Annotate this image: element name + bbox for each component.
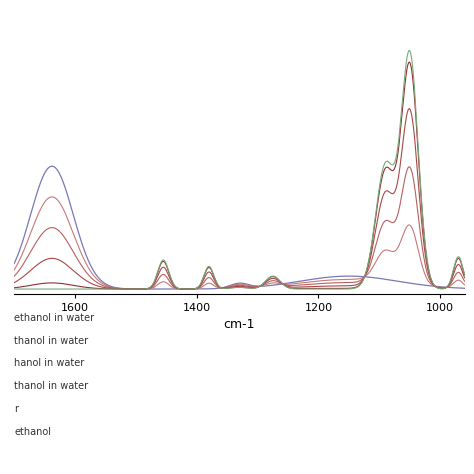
Text: r: r	[14, 404, 18, 414]
Text: hanol in water: hanol in water	[14, 358, 84, 368]
Text: thanol in water: thanol in water	[14, 336, 88, 346]
X-axis label: cm-1: cm-1	[224, 319, 255, 331]
Text: ethanol in water: ethanol in water	[14, 313, 94, 323]
Text: thanol in water: thanol in water	[14, 381, 88, 391]
Text: ethanol: ethanol	[14, 427, 51, 437]
